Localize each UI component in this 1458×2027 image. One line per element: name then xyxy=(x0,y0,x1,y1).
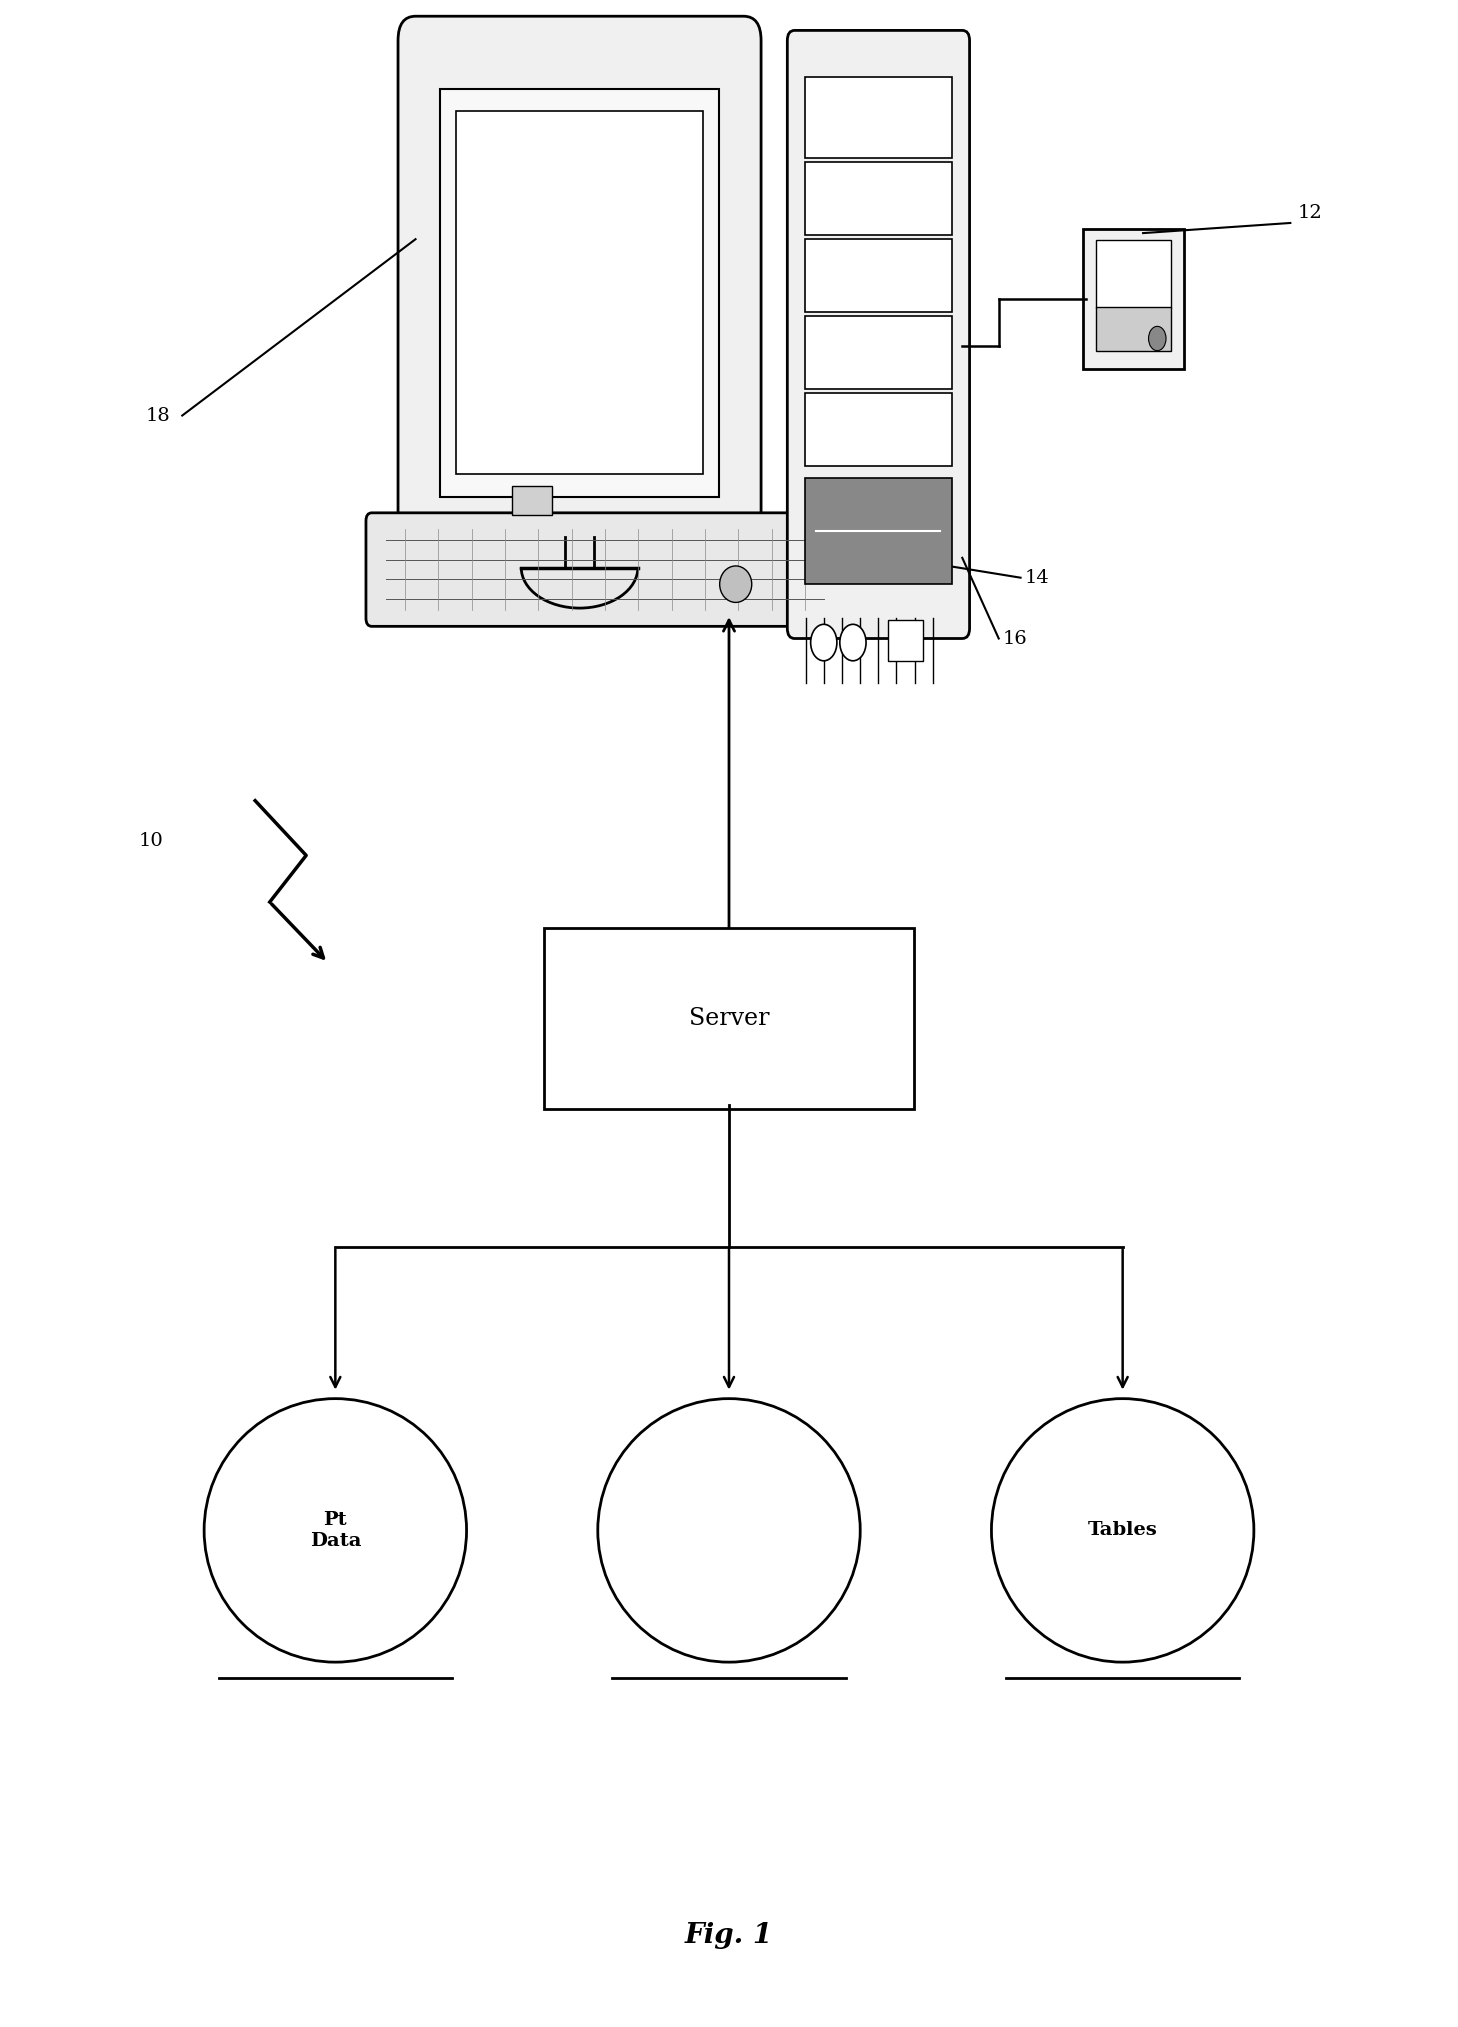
Ellipse shape xyxy=(204,1399,467,1662)
FancyBboxPatch shape xyxy=(1083,229,1184,369)
FancyBboxPatch shape xyxy=(366,513,844,626)
Text: Server: Server xyxy=(688,1007,770,1030)
FancyBboxPatch shape xyxy=(398,16,761,561)
FancyBboxPatch shape xyxy=(805,162,952,235)
FancyBboxPatch shape xyxy=(1096,241,1171,308)
Ellipse shape xyxy=(720,566,752,602)
Text: Fig. 1: Fig. 1 xyxy=(685,1922,773,1950)
Ellipse shape xyxy=(840,624,866,661)
FancyBboxPatch shape xyxy=(1096,308,1171,351)
Ellipse shape xyxy=(991,1399,1254,1662)
FancyBboxPatch shape xyxy=(787,30,970,639)
FancyBboxPatch shape xyxy=(805,239,952,312)
Text: 16: 16 xyxy=(1003,630,1028,647)
Ellipse shape xyxy=(598,1399,860,1662)
Text: 12: 12 xyxy=(1298,205,1322,221)
FancyBboxPatch shape xyxy=(512,486,551,515)
Text: 14: 14 xyxy=(1025,570,1050,586)
Text: 18: 18 xyxy=(146,407,171,424)
FancyBboxPatch shape xyxy=(805,77,952,158)
FancyBboxPatch shape xyxy=(805,393,952,466)
FancyBboxPatch shape xyxy=(544,928,914,1109)
Ellipse shape xyxy=(811,624,837,661)
FancyBboxPatch shape xyxy=(888,620,923,661)
FancyBboxPatch shape xyxy=(440,89,719,497)
FancyBboxPatch shape xyxy=(456,111,703,474)
Ellipse shape xyxy=(1149,326,1166,351)
Text: Tables: Tables xyxy=(1088,1522,1158,1538)
Text: Pt
Data: Pt Data xyxy=(309,1510,362,1551)
FancyBboxPatch shape xyxy=(805,478,952,584)
Text: 10: 10 xyxy=(139,833,163,849)
FancyBboxPatch shape xyxy=(805,316,952,389)
